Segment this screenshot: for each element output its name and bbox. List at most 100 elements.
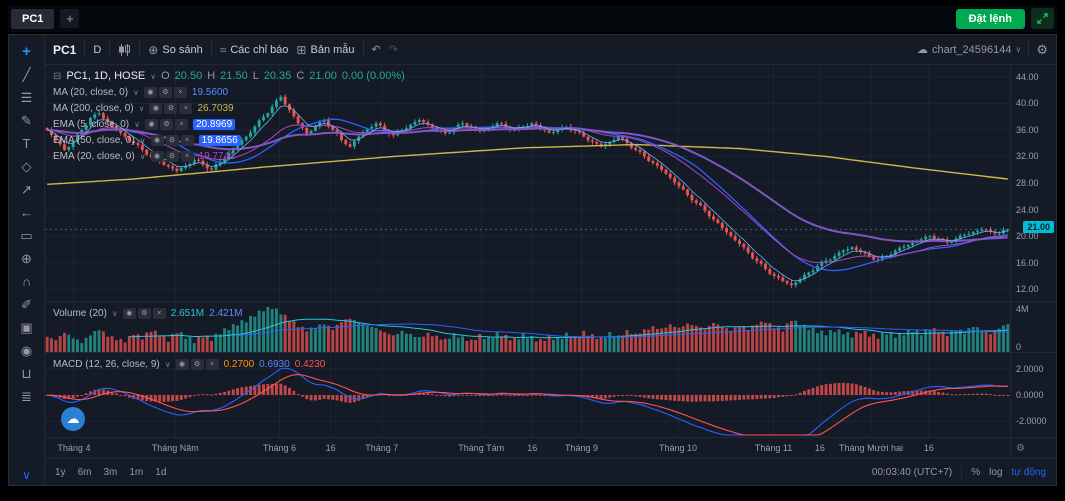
indicators-button[interactable]: ≈ Các chỉ báo bbox=[220, 43, 289, 57]
candle-style-button[interactable] bbox=[118, 43, 131, 57]
chevron-down-icon: ∨ bbox=[133, 88, 139, 97]
hide-indicator-icon[interactable]: ◉ bbox=[151, 151, 164, 162]
remove-indicator-icon[interactable]: × bbox=[174, 87, 187, 98]
measure-tool[interactable]: ▭ bbox=[14, 224, 40, 247]
cloud-save-button[interactable]: ☁ chart_24596144 ∨ bbox=[917, 43, 1021, 56]
hide-indicator-icon[interactable]: ◉ bbox=[123, 308, 136, 319]
indicator-actions: ◉⚙× bbox=[145, 119, 188, 130]
text-tool[interactable]: T bbox=[14, 132, 40, 155]
time-axis-label: Tháng 7 bbox=[347, 443, 417, 453]
redo-button[interactable]: ↷ bbox=[389, 43, 398, 56]
indicator-legend-row[interactable]: EMA (50, close, 0) ∨ ◉⚙× 19.8656 bbox=[53, 132, 405, 148]
collapse-legend-icon[interactable]: ⊟ bbox=[53, 71, 61, 82]
symbol-legend-row[interactable]: ⊟ PC1, 1D, HOSE ∨ O20.50 H21.50 L20.35 C… bbox=[53, 68, 405, 84]
arrow-tool[interactable]: ← bbox=[14, 201, 40, 224]
pattern-tool[interactable]: ◇ bbox=[14, 155, 40, 178]
forecast-icon: ↗ bbox=[21, 182, 32, 198]
range-button-1y[interactable]: 1y bbox=[55, 467, 66, 478]
chevron-down-icon: ∨ bbox=[22, 468, 31, 482]
indicator-settings-icon[interactable]: ⚙ bbox=[166, 135, 179, 146]
draw-icon: ✐ bbox=[21, 297, 32, 313]
price-axis[interactable]: 21.00 44.0040.0036.0032.0028.0024.0020.0… bbox=[1010, 65, 1056, 301]
indicator-settings-icon[interactable]: ⚙ bbox=[164, 103, 177, 114]
place-order-button[interactable]: Đặt lệnh bbox=[956, 9, 1025, 29]
range-button-6m[interactable]: 6m bbox=[78, 467, 92, 478]
remove-indicator-icon[interactable]: × bbox=[206, 359, 219, 370]
indicator-legend-row[interactable]: MACD (12, 26, close, 9) ∨ ◉⚙× 0.2700 0.6… bbox=[53, 356, 325, 372]
layers-tool[interactable]: ≣ bbox=[14, 385, 40, 408]
indicator-legend-row[interactable]: EMA (20, close, 0) ∨ ◉⚙× 19.7741 bbox=[53, 148, 405, 164]
interval-button[interactable]: D bbox=[93, 44, 101, 56]
gear-icon: ⚙ bbox=[1036, 42, 1048, 58]
indicator-value: 26.7039 bbox=[197, 103, 233, 114]
hide-indicator-icon[interactable]: ◉ bbox=[149, 103, 162, 114]
toolbar-separator bbox=[109, 41, 110, 58]
zoom-tool[interactable]: ⊕ bbox=[14, 247, 40, 270]
range-button-1m[interactable]: 1m bbox=[129, 467, 143, 478]
chevron-down-icon: ∨ bbox=[112, 309, 118, 318]
symbol-button[interactable]: PC1 bbox=[53, 43, 76, 57]
fib-tool[interactable]: ☰ bbox=[14, 86, 40, 109]
percent-scale-button[interactable]: % bbox=[971, 467, 980, 478]
magnet-tool[interactable]: ∩ bbox=[14, 270, 40, 293]
chart-settings-button[interactable]: ⚙ bbox=[1036, 42, 1048, 58]
indicator-settings-icon[interactable]: ⚙ bbox=[138, 308, 151, 319]
magnet-icon: ∩ bbox=[22, 274, 31, 289]
remove-indicator-icon[interactable]: × bbox=[153, 308, 166, 319]
volume-pane[interactable]: Volume (20) ∨ ◉⚙× 2.651M 2.421M bbox=[45, 302, 1010, 352]
remove-indicator-icon[interactable]: × bbox=[181, 135, 194, 146]
indicator-settings-icon[interactable]: ⚙ bbox=[166, 151, 179, 162]
fib-icon: ☰ bbox=[21, 90, 33, 106]
arrow-icon: ← bbox=[20, 205, 33, 220]
lock-icon: ▣ bbox=[20, 320, 32, 336]
workspace-tab[interactable]: PC1 bbox=[11, 9, 54, 29]
indicator-legend-row[interactable]: Volume (20) ∨ ◉⚙× 2.651M 2.421M bbox=[53, 305, 243, 321]
pattern-icon: ◇ bbox=[22, 159, 32, 175]
undo-button[interactable]: ↶ bbox=[372, 43, 381, 56]
sidebar-collapse-button[interactable]: ∨ bbox=[14, 468, 40, 482]
add-tab-button[interactable]: + bbox=[60, 9, 79, 28]
macd-axis[interactable]: 2.00000.0000-2.0000 bbox=[1010, 353, 1056, 437]
macd-pane[interactable]: MACD (12, 26, close, 9) ∨ ◉⚙× 0.2700 0.6… bbox=[45, 353, 1010, 437]
remove-indicator-icon[interactable]: × bbox=[181, 151, 194, 162]
window-top-bar: PC1 + Đặt lệnh bbox=[8, 5, 1057, 32]
lock-tool[interactable]: ▣ bbox=[14, 316, 40, 339]
draw-tool[interactable]: ✐ bbox=[14, 293, 40, 316]
drawing-toolbar: +╱ ☰ ✎T ◇ ↗ ← ▭ ⊕ ∩ ✐ ▣ ◉⊔≣ ∨ bbox=[9, 35, 45, 485]
hide-indicator-icon[interactable]: ◉ bbox=[144, 87, 157, 98]
fullscreen-button[interactable] bbox=[1031, 8, 1054, 29]
indicator-settings-icon[interactable]: ⚙ bbox=[191, 359, 204, 370]
hide-drawings-tool[interactable]: ◉ bbox=[14, 339, 40, 362]
price-pane[interactable]: ⊟ PC1, 1D, HOSE ∨ O20.50 H21.50 L20.35 C… bbox=[45, 65, 1010, 301]
indicator-legend-row[interactable]: EMA (5, close, 0) ∨ ◉⚙× 20.8969 bbox=[53, 116, 405, 132]
toolbar-right-group: ☁ chart_24596144 ∨ ⚙ bbox=[917, 41, 1048, 58]
indicator-settings-icon[interactable]: ⚙ bbox=[160, 119, 173, 130]
time-axis-label: Tháng 9 bbox=[547, 443, 617, 453]
indicator-legend-row[interactable]: MA (200, close, 0) ∨ ◉⚙× 26.7039 bbox=[53, 100, 405, 116]
auto-scale-button[interactable]: tự động bbox=[1012, 467, 1047, 478]
templates-button[interactable]: ⊞ Bản mẫu bbox=[296, 43, 354, 57]
crosshair-tool[interactable]: + bbox=[14, 40, 40, 63]
indicator-legend-row[interactable]: MA (20, close, 0) ∨ ◉⚙× 19.5600 bbox=[53, 84, 405, 100]
indicator-settings-icon[interactable]: ⚙ bbox=[159, 87, 172, 98]
forecast-tool[interactable]: ↗ bbox=[14, 178, 40, 201]
hide-indicator-icon[interactable]: ◉ bbox=[145, 119, 158, 130]
measure-icon: ▭ bbox=[20, 228, 32, 244]
volume-axis[interactable]: 4M0 bbox=[1010, 302, 1056, 352]
range-button-1d[interactable]: 1d bbox=[155, 467, 166, 478]
hide-indicator-icon[interactable]: ◉ bbox=[176, 359, 189, 370]
clock-label[interactable]: 00:03:40 (UTC+7) bbox=[872, 467, 952, 478]
log-scale-button[interactable]: log bbox=[989, 467, 1002, 478]
indicator-value: 19.5600 bbox=[192, 87, 228, 98]
time-axis-corner[interactable]: ⚙ bbox=[1010, 438, 1056, 458]
time-axis[interactable]: Tháng 4Tháng NămTháng 616Tháng 7Tháng Tá… bbox=[45, 438, 1010, 458]
brush-tool[interactable]: ✎ bbox=[14, 109, 40, 132]
remove-indicator-icon[interactable]: × bbox=[179, 103, 192, 114]
hide-indicator-icon[interactable]: ◉ bbox=[151, 135, 164, 146]
compare-button[interactable]: ⊕ So sánh bbox=[148, 43, 202, 57]
range-button-3m[interactable]: 3m bbox=[103, 467, 117, 478]
time-axis-row: Tháng 4Tháng NămTháng 616Tháng 7Tháng Tá… bbox=[45, 438, 1056, 459]
trend-line-tool[interactable]: ╱ bbox=[14, 63, 40, 86]
remove-indicator-icon[interactable]: × bbox=[175, 119, 188, 130]
delete-drawings-tool[interactable]: ⊔ bbox=[14, 362, 40, 385]
